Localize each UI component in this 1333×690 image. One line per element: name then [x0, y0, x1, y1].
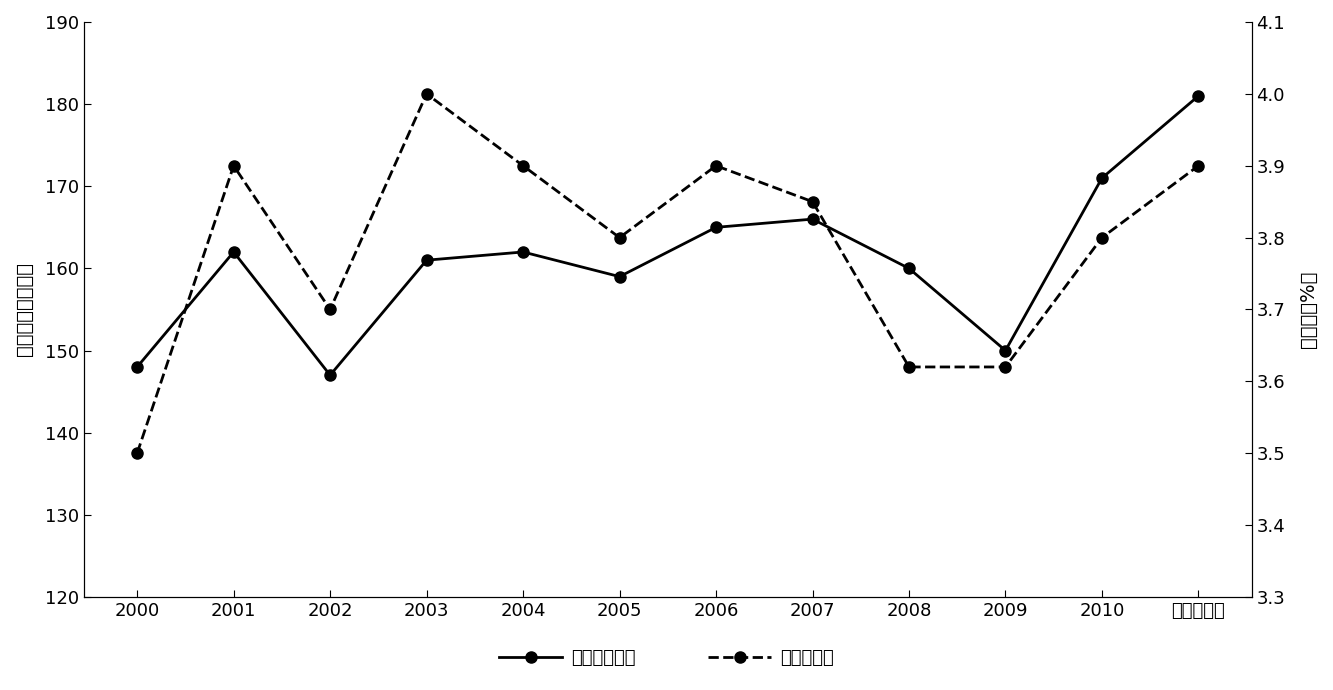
Line: 大麻使用率: 大麻使用率: [132, 88, 1204, 459]
大麻使用人数: [225, 248, 241, 256]
Legend: 大麻使用人数, 大麻使用率: 大麻使用人数, 大麻使用率: [492, 642, 841, 674]
大麻使用率: [225, 161, 241, 170]
大麻使用人数: [419, 256, 435, 264]
Line: 大麻使用人数: 大麻使用人数: [132, 90, 1204, 381]
大麻使用率: [805, 197, 821, 206]
大麻使用率: [419, 90, 435, 98]
大麻使用率: [323, 306, 339, 314]
Y-axis label: 使用人数（百万）: 使用人数（百万）: [15, 262, 35, 357]
大麻使用人数: [129, 363, 145, 371]
大麻使用率: [515, 161, 531, 170]
大麻使用人数: [805, 215, 821, 224]
大麻使用率: [901, 363, 917, 371]
大麻使用人数: [1094, 174, 1110, 182]
大麻使用率: [612, 233, 628, 242]
大麻使用率: [708, 161, 724, 170]
大麻使用人数: [323, 371, 339, 380]
大麻使用人数: [612, 273, 628, 281]
大麻使用人数: [1190, 92, 1206, 100]
大麻使用率: [1190, 161, 1206, 170]
大麻使用人数: [901, 264, 917, 273]
Y-axis label: 使用率（%）: 使用率（%）: [1298, 270, 1318, 348]
大麻使用人数: [515, 248, 531, 256]
大麻使用率: [129, 449, 145, 457]
大麻使用人数: [708, 223, 724, 231]
大麻使用人数: [997, 346, 1013, 355]
大麻使用率: [997, 363, 1013, 371]
大麻使用率: [1094, 233, 1110, 242]
